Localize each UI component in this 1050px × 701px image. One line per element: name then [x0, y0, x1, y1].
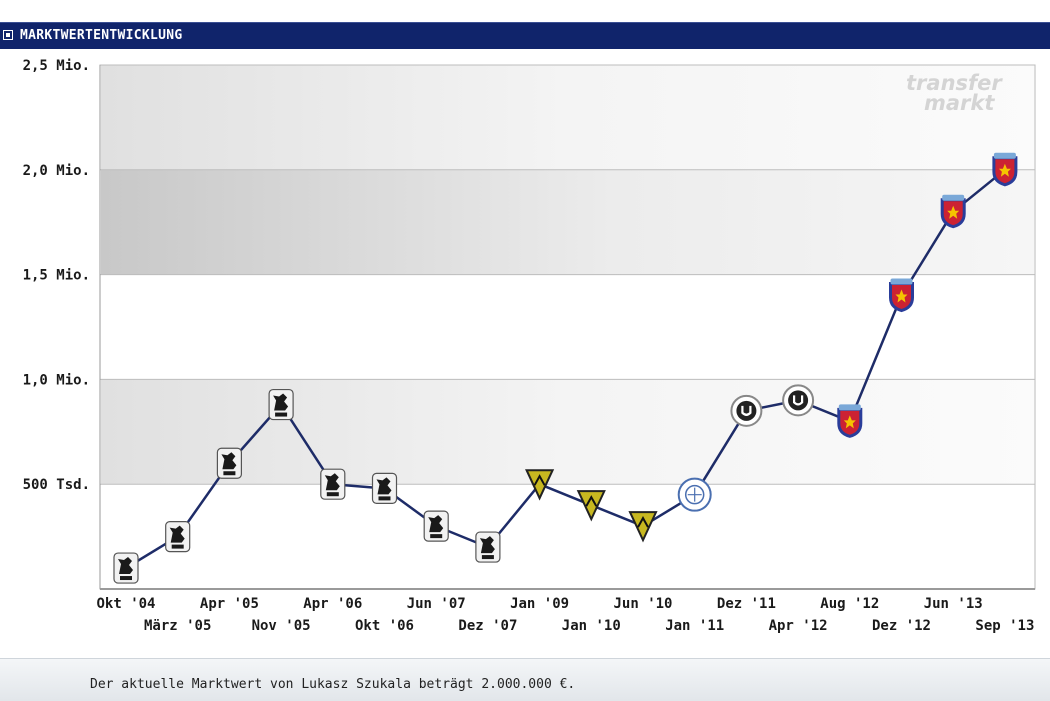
transfermarkt-watermark: transfer markt [906, 71, 1003, 115]
x-tick-label: Jan '09 [510, 596, 569, 612]
x-tick-label: Dez '07 [458, 618, 517, 634]
y-tick-label: 500 Tsd. [23, 477, 90, 493]
x-tick-label: Jun '07 [407, 596, 466, 612]
x-tick-label: Okt '04 [96, 596, 155, 612]
x-tick-label: Apr '12 [769, 618, 828, 634]
watermark-line2: markt [924, 91, 995, 115]
x-tick-label: Okt '06 [355, 618, 414, 634]
watermark-line1: transfer [906, 71, 1003, 95]
y-tick-label: 2,0 Mio. [23, 163, 90, 179]
current-market-value-text: Der aktuelle Marktwert von Lukasz Szukal… [90, 677, 576, 692]
data-point-aachen[interactable] [525, 469, 555, 501]
data-point-1860[interactable] [371, 472, 398, 504]
x-tick-label: Aug '12 [820, 596, 879, 612]
x-tick-label: Jun '10 [613, 596, 672, 612]
data-point-1860[interactable] [113, 552, 139, 584]
section-title: MARKTWERTENTWICKLUNG [20, 28, 183, 43]
data-point-steaua[interactable] [889, 278, 914, 313]
x-tick-label: März '05 [144, 618, 211, 634]
x-tick-label: Dez '11 [717, 596, 776, 612]
x-tick-label: Dez '12 [872, 618, 931, 634]
data-point-1860[interactable] [165, 521, 191, 553]
x-tick-label: Sep '13 [975, 618, 1034, 634]
x-tick-label: Jan '10 [562, 618, 621, 634]
data-point-ball[interactable] [677, 477, 712, 512]
x-tick-label: Jun '13 [924, 596, 983, 612]
square-bullet-icon [3, 30, 13, 40]
x-tick-label: Apr '06 [303, 596, 362, 612]
data-point-steaua[interactable] [992, 152, 1018, 187]
x-tick-label: Jan '11 [665, 618, 724, 634]
section-header: MARKTWERTENTWICKLUNG [0, 22, 1050, 49]
footer-bar: Der aktuelle Marktwert von Lukasz Szukal… [0, 658, 1050, 701]
data-point-1860[interactable] [268, 388, 294, 421]
data-point-1860[interactable] [475, 531, 501, 563]
x-tick-label: Nov '05 [252, 618, 311, 634]
data-point-1860[interactable] [423, 510, 449, 542]
data-point-1860[interactable] [216, 447, 242, 479]
y-tick-label: 1,0 Mio. [23, 372, 90, 388]
x-tick-label: Apr '05 [200, 596, 259, 612]
data-point-u[interactable] [782, 384, 815, 417]
y-tick-label: 1,5 Mio. [23, 268, 90, 284]
data-point-1860[interactable] [320, 468, 346, 500]
data-point-aachen[interactable] [628, 511, 658, 543]
y-tick-label: 2,5 Mio. [23, 58, 90, 74]
data-point-u[interactable] [730, 394, 763, 427]
data-point-steaua[interactable] [837, 404, 863, 438]
market-value-chart: transfer markt 500 Tsd. 1,0 Mio. 1,5 Mio. 2… [23, 58, 1036, 634]
data-point-aachen[interactable] [576, 490, 606, 522]
data-point-steaua[interactable] [940, 194, 966, 229]
